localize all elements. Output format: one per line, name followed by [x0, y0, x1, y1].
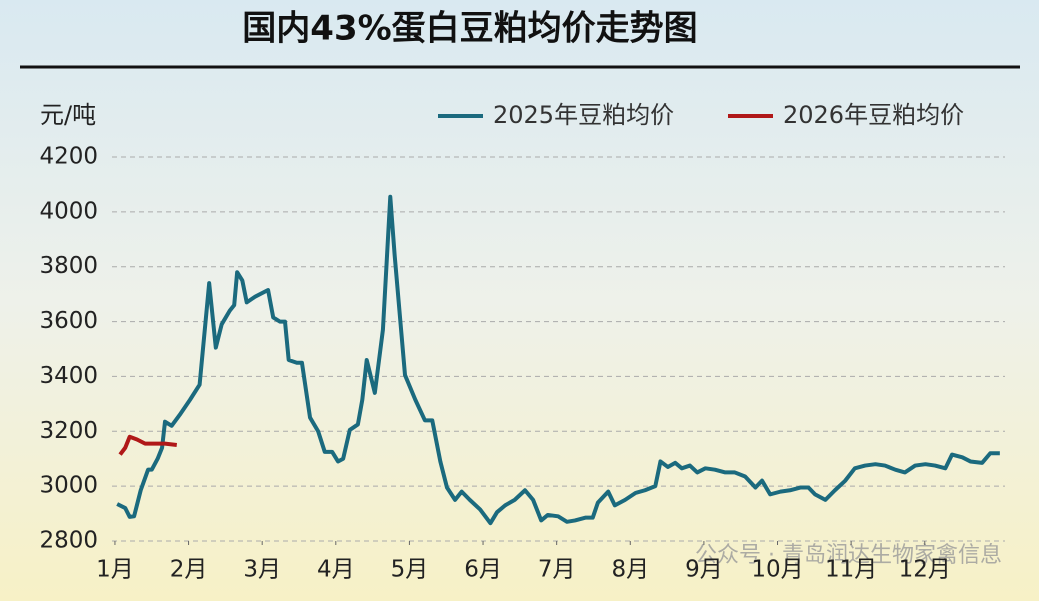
legend-label: 2025年豆粕均价	[493, 101, 674, 129]
y-tick-label: 3600	[39, 308, 98, 334]
x-tick-label: 10月	[751, 557, 803, 583]
watermark: 公众号 · 青岛润达生物家禽信息	[695, 543, 1002, 568]
chart-title: 国内43%蛋白豆粕均价走势图	[242, 9, 697, 49]
x-tick-label: 1月	[96, 557, 134, 583]
x-tick-label: 9月	[685, 557, 723, 583]
series-line	[118, 434, 178, 456]
series-line	[116, 194, 1000, 526]
x-tick-label: 11月	[825, 557, 877, 583]
y-tick-label: 4000	[39, 198, 98, 224]
legend-label: 2026年豆粕均价	[783, 101, 964, 129]
x-tick-label: 12月	[899, 557, 951, 583]
x-tick-label: 4月	[317, 557, 355, 583]
y-tick-label: 2800	[39, 528, 98, 554]
y-tick-label: 3800	[39, 253, 98, 279]
y-tick-label: 4200	[39, 144, 98, 170]
y-tick-label: 3400	[39, 363, 98, 389]
x-tick-label: 8月	[611, 557, 649, 583]
y-tick-label: 3000	[39, 473, 98, 499]
x-tick-label: 5月	[391, 557, 429, 583]
y-axis-label: 元/吨	[40, 101, 96, 129]
x-tick-label: 2月	[170, 557, 208, 583]
x-tick-label: 7月	[538, 557, 576, 583]
x-tick-label: 6月	[464, 557, 502, 583]
x-tick-label: 3月	[243, 557, 281, 583]
y-tick-label: 3200	[39, 418, 98, 444]
